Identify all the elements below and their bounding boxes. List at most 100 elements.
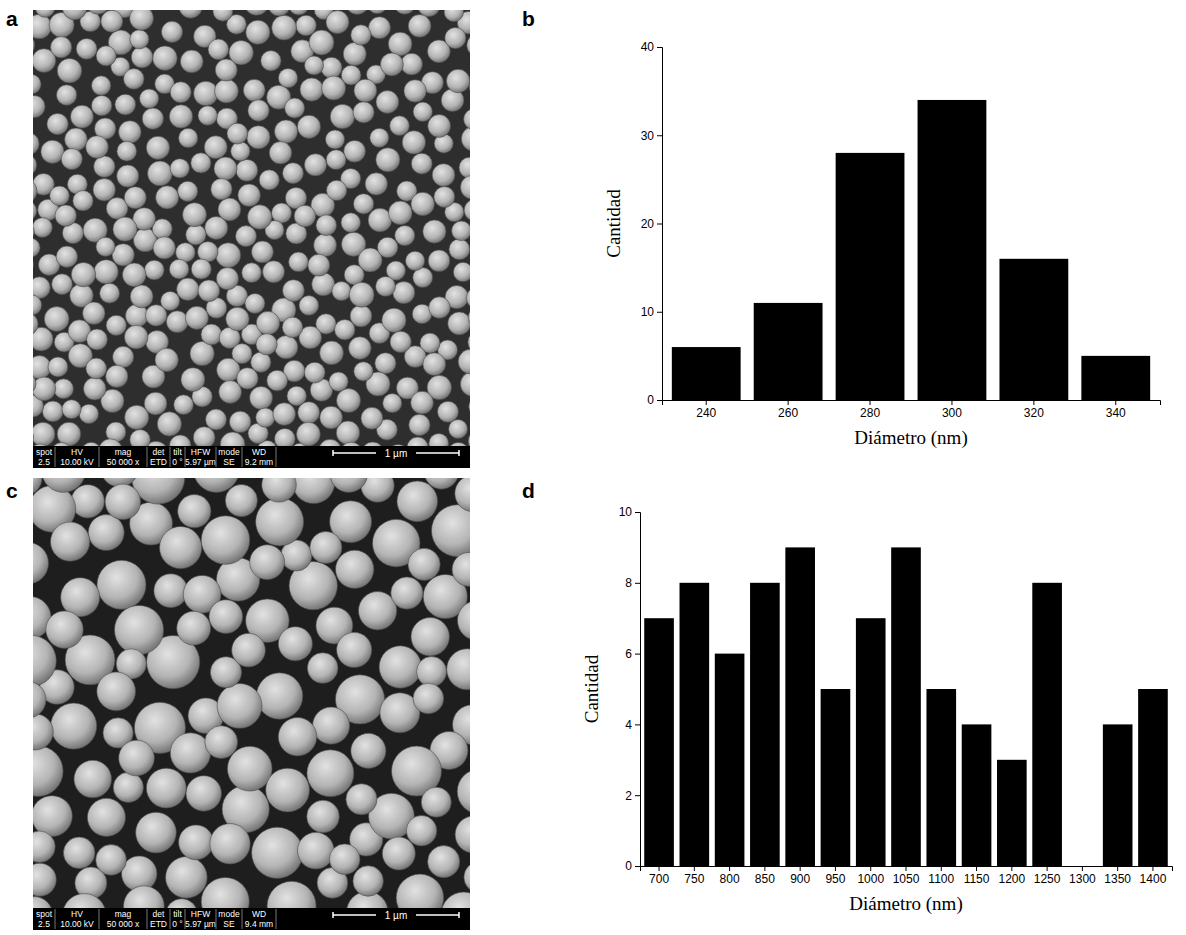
particle (273, 403, 296, 426)
particle (33, 542, 49, 584)
bar (672, 347, 741, 400)
particle (437, 401, 458, 422)
particle (235, 226, 256, 247)
particle (326, 150, 346, 170)
tick: 1050 (893, 866, 920, 886)
info-separator (99, 447, 100, 467)
particle (367, 10, 387, 14)
particle (250, 545, 285, 580)
bar (1103, 724, 1133, 866)
particle (106, 365, 128, 387)
particle (124, 325, 148, 349)
scale-label: 1 µm (385, 448, 407, 459)
particle (83, 302, 105, 324)
particle (166, 899, 198, 908)
tick-mark (1152, 866, 1153, 871)
tick-label: 300 (942, 406, 962, 420)
tick-label: 0 (625, 859, 632, 873)
particle (283, 163, 304, 184)
y-axis-title: Cantidad (603, 189, 624, 258)
particle (198, 280, 220, 302)
tick-mark (657, 400, 662, 401)
bar (750, 583, 780, 866)
info-header: HV (71, 447, 83, 457)
particle (96, 46, 116, 66)
tick: 1000 (857, 866, 884, 886)
particle (256, 334, 277, 355)
particle (320, 406, 343, 429)
info-separator (55, 909, 56, 929)
particle (236, 159, 258, 181)
particle (181, 368, 205, 392)
info-header: HFW (191, 447, 210, 457)
particle (391, 577, 423, 609)
particle (396, 874, 444, 908)
particle (274, 120, 297, 143)
particle (423, 353, 446, 376)
particle (278, 718, 316, 756)
particle (178, 495, 211, 528)
particle (82, 442, 102, 446)
scale-label: 1 µm (385, 910, 407, 921)
particle (54, 379, 74, 399)
particle (156, 186, 179, 209)
particle (252, 827, 303, 878)
particle (428, 846, 460, 878)
particle (52, 274, 73, 295)
tick: 0 (647, 393, 662, 407)
particle (361, 407, 383, 429)
particle (310, 531, 342, 563)
tick-mark (1033, 400, 1034, 405)
particle (297, 832, 334, 869)
particle (179, 825, 214, 860)
tick: 1400 (1140, 866, 1167, 886)
particle (466, 287, 470, 310)
particle (406, 815, 437, 846)
particle (259, 170, 279, 190)
particle (289, 252, 309, 272)
particle (377, 237, 398, 258)
particle (101, 10, 123, 32)
particle (33, 746, 63, 797)
axis-line (657, 48, 663, 401)
info-separator (242, 447, 243, 467)
particle (186, 776, 222, 812)
tick-mark (951, 400, 952, 405)
tick-mark (976, 866, 977, 871)
bar (821, 689, 851, 866)
particle (262, 478, 297, 502)
particle (413, 102, 432, 121)
particle (33, 422, 55, 446)
particle (220, 432, 245, 446)
particle (296, 15, 317, 36)
particle (274, 428, 295, 446)
scale-label-ground (376, 447, 416, 459)
particle (388, 32, 412, 56)
info-separator (185, 909, 186, 929)
particle (148, 161, 173, 186)
particle (329, 372, 348, 391)
particle (292, 478, 334, 504)
particle (278, 68, 297, 87)
tick-label: 1100 (928, 872, 954, 886)
particle (449, 420, 468, 439)
particle (354, 362, 373, 381)
particle (424, 478, 458, 489)
particle (285, 98, 305, 118)
tick-mark (657, 224, 662, 225)
y-axis-title: Cantidad (581, 654, 602, 723)
scale-label-ground (376, 909, 416, 921)
bar (891, 547, 921, 866)
particle (416, 657, 446, 687)
chart: 0246810700750800850900950100010501100115… (581, 505, 1173, 915)
tick-mark (800, 866, 801, 871)
particle (185, 306, 208, 329)
tick-mark (657, 312, 662, 313)
info-header: tilt (173, 909, 182, 919)
tick-mark (1011, 866, 1012, 871)
particle (170, 159, 189, 178)
particle (428, 115, 451, 138)
particle (170, 82, 191, 103)
particle (33, 154, 37, 176)
particle (330, 104, 354, 128)
